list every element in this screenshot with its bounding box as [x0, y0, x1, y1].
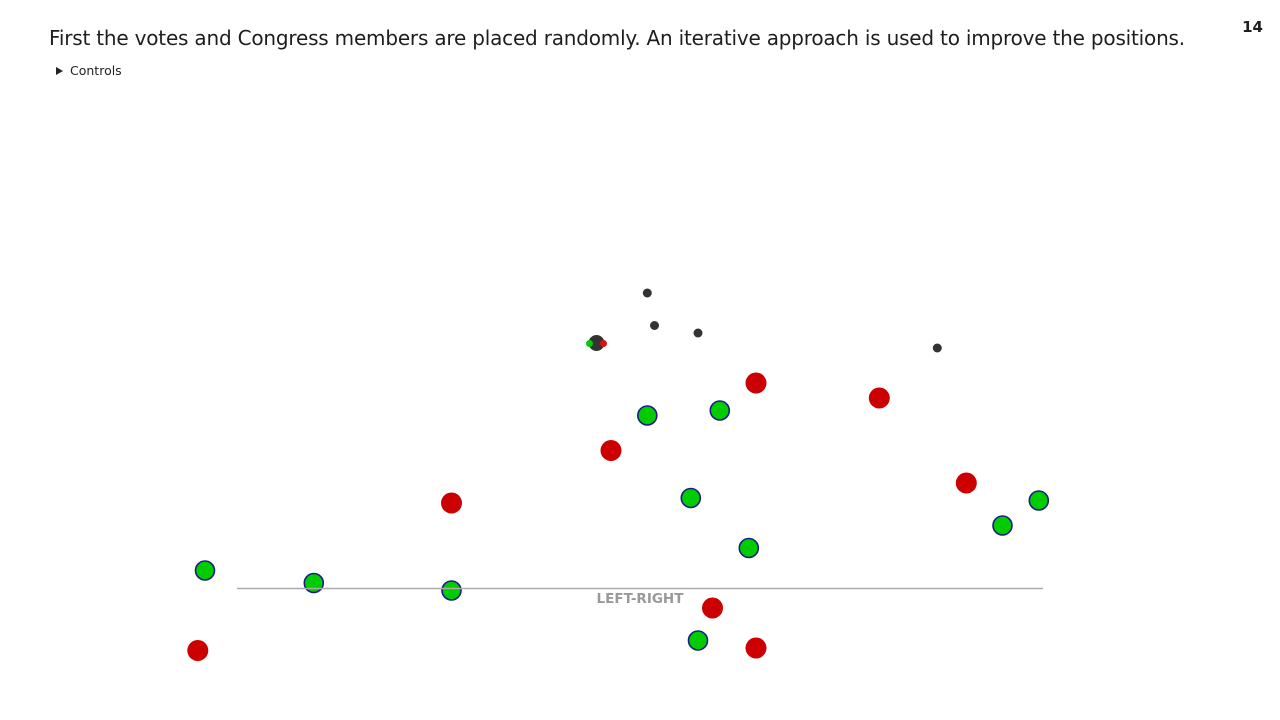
- member-point-green: [1028, 490, 1050, 511]
- member-point-green: [441, 580, 462, 601]
- member-point-green: [687, 630, 709, 651]
- vote-point: [693, 328, 703, 338]
- votes-group: [586, 288, 942, 353]
- vote-no-marker: [600, 340, 607, 347]
- member-point-green: [680, 487, 702, 509]
- controls-disclosure[interactable]: Controls: [56, 63, 122, 78]
- green-members-group: [194, 400, 1050, 651]
- member-point-green: [709, 400, 731, 421]
- member-point-green: [303, 572, 325, 594]
- x-axis-label: LEFT-RIGHT: [597, 591, 685, 607]
- member-point-red: [868, 387, 890, 409]
- member-point-red: [745, 637, 767, 659]
- member-point-red: [441, 492, 462, 514]
- red-members-group: [187, 372, 977, 661]
- member-point-green: [992, 515, 1013, 536]
- member-point-red: [187, 640, 209, 661]
- member-point-red: [955, 472, 977, 494]
- vote-yes-marker: [586, 340, 593, 347]
- vote-point: [932, 343, 942, 353]
- disclosure-triangle-icon: [56, 66, 63, 75]
- slide-headline: First the votes and Congress members are…: [49, 26, 1185, 50]
- member-point-red: [600, 440, 622, 461]
- vote-point-active: [588, 335, 605, 351]
- vote-point: [650, 321, 659, 330]
- member-point-green: [636, 405, 658, 426]
- vote-point: [642, 288, 652, 298]
- controls-toggle[interactable]: Controls: [56, 63, 122, 78]
- member-point-green: [738, 537, 760, 559]
- member-point-green: [194, 560, 216, 581]
- controls-label: Controls: [70, 63, 122, 78]
- member-point-red: [702, 597, 723, 619]
- member-point-red: [745, 372, 767, 394]
- slide-number: 14: [1242, 18, 1263, 36]
